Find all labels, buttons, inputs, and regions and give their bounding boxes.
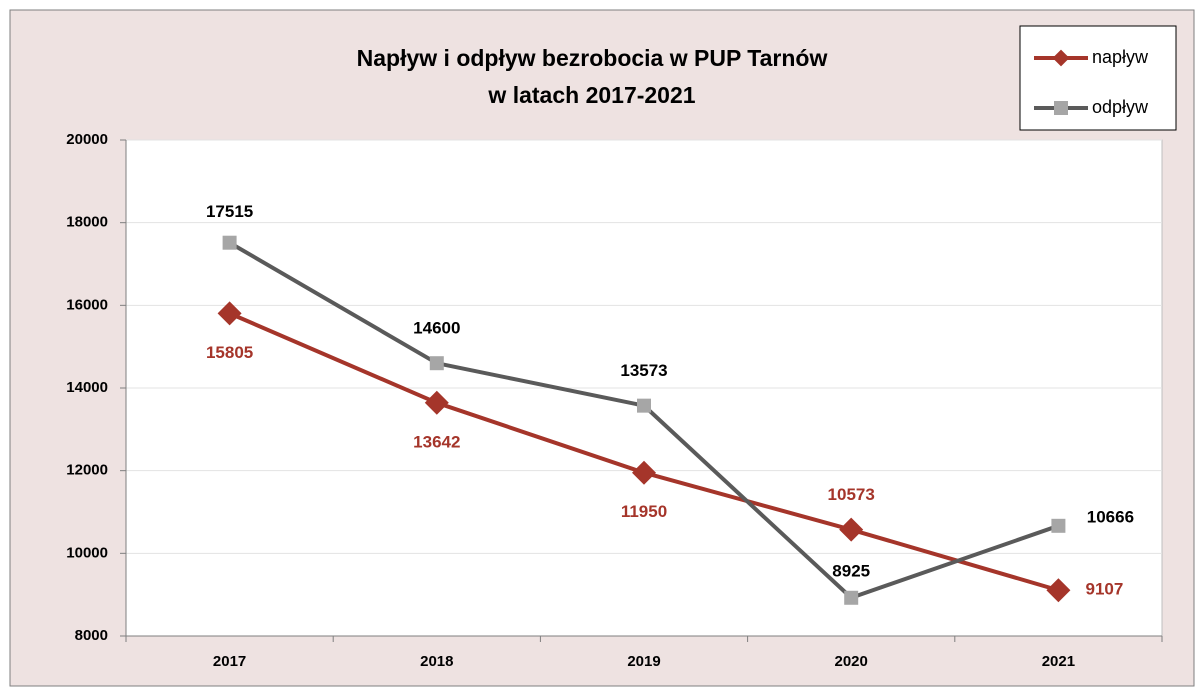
marker: [217, 301, 242, 326]
y-tick-label: 16000: [66, 296, 108, 313]
data-label: 10666: [1087, 507, 1134, 526]
marker: [1046, 578, 1071, 603]
data-label: 14600: [413, 319, 460, 338]
y-tick-label: 14000: [66, 379, 108, 396]
marker: [637, 398, 651, 413]
y-tick-label: 10000: [66, 544, 108, 561]
x-tick-label: 2017: [213, 653, 246, 670]
data-label: 15805: [206, 343, 253, 362]
legend: [1019, 25, 1177, 131]
data-label: 17515: [206, 202, 253, 221]
x-tick-label: 2018: [420, 653, 453, 670]
marker: [429, 356, 444, 371]
x-tick-label: 2020: [835, 653, 868, 670]
y-tick-label: 20000: [66, 131, 108, 148]
legend-marker: [1054, 101, 1068, 115]
marker: [222, 235, 237, 250]
chart-title: Napływ i odpływ bezrobocia w PUP Tarnów: [357, 45, 828, 71]
y-tick-label: 18000: [66, 214, 108, 231]
legend-label: napływ: [1092, 47, 1149, 67]
data-label: 10573: [828, 485, 875, 504]
marker: [839, 517, 864, 542]
marker: [1051, 518, 1066, 533]
marker: [844, 590, 859, 605]
data-label: 11950: [621, 502, 667, 521]
y-tick-label: 8000: [75, 627, 108, 644]
data-label: 13642: [413, 432, 460, 451]
x-tick-label: 2021: [1042, 653, 1075, 670]
marker: [632, 460, 656, 485]
y-tick-label: 12000: [66, 462, 108, 479]
data-label: 13573: [620, 361, 667, 380]
data-label: 9107: [1085, 580, 1123, 599]
chart-title: w latach 2017-2021: [487, 82, 695, 108]
x-tick-label: 2019: [627, 653, 660, 670]
data-label: 8925: [832, 561, 870, 580]
legend-label: odpływ: [1092, 97, 1149, 117]
marker: [424, 390, 449, 415]
legend-marker: [1052, 49, 1070, 67]
